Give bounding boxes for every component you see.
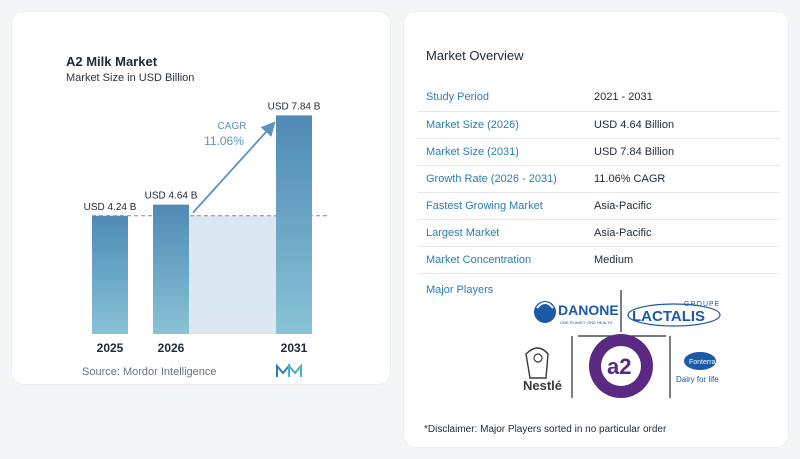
overview-key: Market Size (2031) [418,138,594,166]
overview-value: 2021 - 2031 [594,84,780,112]
x-tick-label: 2026 [158,341,185,355]
player-logos: DANONE ONE PLANET. ONE HEALTH GROUPE LAC… [523,290,721,398]
mordor-logo-icon [276,364,302,377]
a2-logo: a2 [589,334,653,398]
overview-value: USD 4.64 Billion [594,111,780,139]
danone-name: DANONE [558,302,619,318]
lactalis-logo: GROUPE LACTALIS [627,301,721,327]
lactalis-groupe: GROUPE [684,301,720,308]
chart-subtitle: Market Size in USD Billion [66,72,195,84]
data-label: USD 7.84 B [268,101,321,112]
bar-2031 [276,115,312,335]
major-players-label: Major Players [426,284,494,296]
fonterra-logo: Fonterra Dairy for life [676,352,719,384]
overview-row: Largest Market Asia-Pacific [418,219,780,247]
overview-row: Market Size (2026) USD 4.64 Billion [418,111,780,139]
source-text: Source: Mordor Intelligence [82,366,217,378]
projection-band [189,215,276,334]
overview-value: Asia-Pacific [594,192,780,220]
overview-value: 11.06% CAGR [594,165,780,193]
overview-row: Fastest Growing Market Asia-Pacific [418,192,780,220]
overview-key: Largest Market [418,219,594,247]
bar-2026 [153,204,189,334]
chart-title: A2 Milk Market [66,54,158,69]
a2-mark: a2 [607,354,631,379]
overview-value: USD 7.84 Billion [594,138,780,166]
bar-2025 [92,215,128,334]
overview-row: Market Size (2031) USD 7.84 Billion [418,138,780,166]
nestle-logo: Nestlé [523,347,562,393]
overview-title: Market Overview [426,48,524,63]
data-label: USD 4.24 B [84,202,137,213]
cagr-arrow [192,121,276,214]
overview-table: Study Period 2021 - 2031 Market Size (2026… [418,84,780,274]
cagr-label: CAGR [218,121,247,132]
fonterra-name: Fonterra [689,359,716,366]
overview-key: Study Period [418,84,594,112]
disclaimer: *Disclaimer: Major Players sorted in no … [424,424,667,435]
overview-value: Asia-Pacific [594,219,780,247]
x-tick-label: 2031 [281,341,308,355]
x-tick-label: 2025 [97,341,124,355]
overview-row: Study Period 2021 - 2031 [418,84,780,112]
cagr-value: 11.06% [204,134,244,148]
data-label: USD 4.64 B [145,191,198,202]
lactalis-name: LACTALIS [632,308,705,325]
overview-key: Fastest Growing Market [418,192,594,220]
overview-key: Growth Rate (2026 - 2031) [418,165,594,193]
nestle-name: Nestlé [523,378,562,393]
overview-row: Growth Rate (2026 - 2031) 11.06% CAGR [418,165,780,193]
overview-key: Market Size (2026) [418,111,594,139]
fonterra-tagline: Dairy for life [676,375,719,384]
overview-key: Market Concentration [418,246,594,274]
overview-row: Market Concentration Medium [418,246,780,274]
danone-tagline: ONE PLANET. ONE HEALTH [560,320,612,325]
overview-value: Medium [594,246,780,274]
danone-logo: DANONE ONE PLANET. ONE HEALTH [534,301,619,325]
